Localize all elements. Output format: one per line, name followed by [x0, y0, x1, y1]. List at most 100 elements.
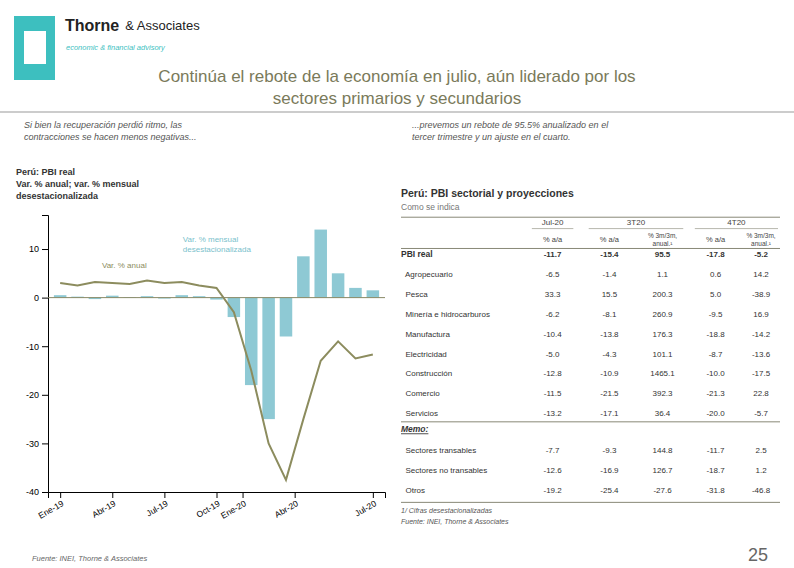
brand-suffix: & Associates: [125, 18, 200, 33]
text-line: Var. % anual: [102, 261, 147, 270]
table-cell: -4.3: [603, 350, 617, 359]
text-line: Otros: [401, 486, 425, 495]
column-group: Jul-20: [542, 219, 564, 228]
text-line: 1.1: [657, 270, 669, 279]
text-line: 95.5: [655, 250, 671, 259]
text-line: Jul-20: [542, 219, 564, 228]
y-tick: -20: [26, 390, 48, 400]
row-label: Sectores no transables: [401, 466, 487, 475]
text-line: -8.7: [709, 350, 723, 359]
text-line: desestacionalizada: [16, 191, 99, 201]
tick-mark: [42, 492, 48, 493]
y-tick: 10: [29, 244, 48, 254]
tick-mark: [164, 492, 165, 498]
x-tick: Abr-19: [90, 492, 117, 520]
text-line: 0.6: [710, 270, 722, 279]
table-cell: -9.3: [603, 446, 617, 455]
table-cell: -10.4: [543, 330, 562, 339]
tick-label: Ene-19: [37, 498, 66, 521]
table-cell: -27.6: [653, 486, 672, 495]
text-line: 2.5: [755, 446, 767, 455]
table-cell: -18.8: [706, 330, 725, 339]
table-cell: 0.6: [710, 270, 722, 279]
row-label: Servicios: [401, 409, 438, 418]
text-line: -25.4: [600, 486, 619, 495]
text-line: -5.0: [546, 350, 560, 359]
table-cell: -25.4: [600, 486, 619, 495]
source: Fuente: INEI, Thorne & Associates: [32, 554, 147, 563]
text-line: Como se indica: [401, 202, 460, 212]
text-line: ...prevemos un rebote de 95.5% anualizad…: [412, 120, 609, 130]
text-line: desestacionalizada: [183, 245, 252, 254]
table-cell: -11.7: [707, 446, 725, 455]
column-group: 3T20: [627, 219, 646, 228]
text-line: Fuente: INEI, Thorne & Associates: [401, 518, 509, 525]
table-cell: -1.4: [603, 270, 617, 279]
table-cell: -11.7: [544, 250, 562, 259]
tick-label: Ene-20: [219, 498, 248, 521]
table-cell: -31.8: [706, 486, 725, 495]
text-line: % a/a: [543, 235, 563, 244]
table-cell: 144.8: [652, 446, 673, 455]
zero-line: [48, 297, 385, 298]
text-line: 33.3: [545, 290, 561, 299]
text-line: Minería e hidrocarburos: [401, 310, 490, 319]
table-rule: [401, 421, 780, 422]
text-line: Comercio: [401, 389, 440, 398]
table-subtitle: Como se indica: [401, 202, 460, 212]
tick-mark: [42, 346, 48, 347]
text-line: % a/a: [600, 235, 620, 244]
brand: Thorne: [65, 17, 119, 34]
bar: [367, 290, 380, 297]
row-label: PBI real: [401, 249, 433, 259]
bar: [349, 288, 362, 298]
text-line: -11.5: [544, 389, 562, 398]
table-cell: -11.5: [544, 389, 562, 398]
text-line: Si bien la recuperación perdió ritmo, la…: [24, 120, 183, 130]
table-rule: [401, 502, 780, 503]
source: Fuente: INEI, Thorne & Associates: [401, 518, 509, 525]
line: [60, 281, 373, 480]
text-line: -1.4: [603, 270, 617, 279]
table-cell: -12.8: [543, 370, 562, 379]
text-line: -11.7: [544, 250, 562, 259]
text-line: -5.7: [754, 409, 768, 418]
text-line: Agropecuario: [401, 270, 453, 279]
title: sectores primarios y secundarios: [273, 89, 521, 108]
table-cell: -38.9: [752, 290, 771, 299]
table-cell: -17.5: [752, 370, 771, 379]
tick-mark: [42, 395, 48, 396]
table-cell: -5.0: [546, 350, 560, 359]
bar: [314, 230, 327, 298]
text-line: Sectores no transables: [401, 466, 487, 475]
text-line: -17.1: [600, 409, 619, 418]
table-cell: -6.2: [546, 310, 560, 319]
chart-title: Perú: PBI realVar. % anual; var. % mensu…: [16, 167, 139, 201]
tick-mark: [373, 492, 374, 498]
text-line: 144.8: [652, 446, 673, 455]
x-tick: Jul-20: [353, 492, 378, 518]
table-cell: -13.6: [752, 350, 771, 359]
chart: -40-30-20-10010Ene-19Abr-19Jul-19Oct-19E…: [26, 216, 386, 521]
table-cell: 200.3: [652, 290, 673, 299]
table-cell: -17.8: [706, 250, 725, 259]
row-label: Minería e hidrocarburos: [401, 310, 490, 319]
table-cell: 95.5: [655, 250, 671, 259]
text-line: -17.8: [706, 250, 725, 259]
tick-label: -30: [26, 439, 39, 449]
text-line: 4T20: [727, 219, 746, 228]
bar: [332, 273, 345, 297]
y-axis: -40-30-20-10010: [26, 216, 49, 498]
table-cell: -13.8: [600, 330, 619, 339]
header-band: [0, 0, 794, 111]
text-line: contracciones se hacen menos negativas..…: [24, 132, 197, 142]
table: Perú: PBI sectorial y proyeccionesComo s…: [401, 187, 780, 525]
memo-label: Memo:: [401, 425, 429, 435]
group-rule: [695, 228, 778, 229]
column-group: 4T20: [727, 219, 746, 228]
text-line: Servicios: [401, 409, 438, 418]
text-line: 1.2: [755, 466, 767, 475]
text-line: -20.0: [706, 409, 725, 418]
text-line: -9.5: [709, 310, 723, 319]
text-line: -11.7: [707, 446, 725, 455]
